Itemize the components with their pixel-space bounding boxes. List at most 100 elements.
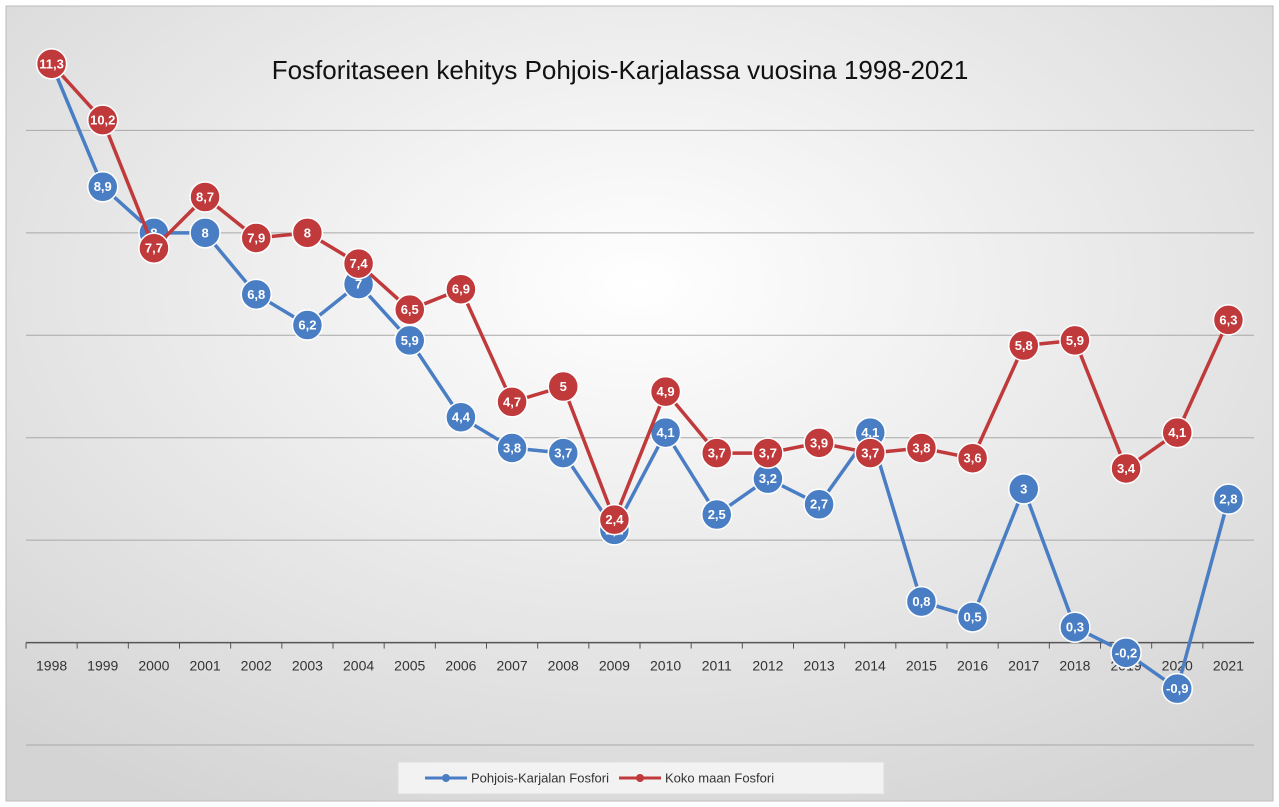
data-label: 3,2 — [759, 471, 777, 486]
data-label: 5,9 — [1066, 333, 1084, 348]
data-point — [496, 432, 528, 464]
data-label: 4,1 — [657, 425, 675, 440]
data-label: 8,9 — [94, 179, 112, 194]
data-point — [1212, 483, 1245, 515]
data-label: 0,3 — [1066, 620, 1084, 635]
legend-marker — [636, 774, 645, 782]
x-tick-label: 2008 — [548, 657, 579, 673]
x-tick-label: 2014 — [855, 657, 886, 673]
data-label: 6,3 — [1219, 312, 1237, 327]
data-label: 4,9 — [657, 384, 675, 399]
data-label: 4,7 — [503, 394, 521, 409]
data-label: 5,9 — [401, 333, 419, 348]
data-label: 3,6 — [964, 451, 982, 466]
x-tick-label: 2013 — [804, 657, 835, 673]
data-point — [905, 585, 938, 618]
legend-label: Koko maan Fosfori — [665, 770, 774, 785]
chart-title: Fosforitaseen kehitys Pohjois-Karjalassa… — [272, 55, 969, 85]
data-point — [189, 181, 221, 213]
data-label: 6,2 — [298, 317, 316, 332]
data-point — [291, 217, 324, 249]
data-label: -0,2 — [1115, 645, 1137, 660]
data-point — [649, 375, 682, 408]
x-tick-label: 2003 — [292, 657, 323, 673]
x-tick-label: 2015 — [906, 657, 937, 673]
data-label: 6,5 — [401, 302, 419, 317]
data-point — [240, 278, 272, 311]
data-point — [1059, 324, 1091, 357]
data-label: 7,4 — [350, 256, 369, 271]
data-label: 4,1 — [1168, 425, 1186, 440]
data-label: 4,4 — [452, 410, 471, 425]
data-point — [394, 293, 426, 326]
data-point — [87, 171, 119, 203]
x-tick-label: 2004 — [343, 657, 374, 673]
x-tick-label: 2021 — [1213, 657, 1244, 673]
data-label: 5,8 — [1015, 338, 1033, 353]
data-label: 3,7 — [759, 446, 777, 461]
chart-background — [5, 5, 1274, 802]
x-tick-label: 2000 — [138, 657, 169, 673]
data-point — [1008, 473, 1040, 505]
data-label: 6,8 — [247, 287, 265, 302]
data-point — [854, 437, 886, 469]
data-point — [240, 222, 272, 254]
data-point — [547, 437, 579, 469]
data-point — [1161, 672, 1193, 705]
x-tick-label: 1999 — [87, 657, 118, 673]
data-label: 3,4 — [1117, 461, 1136, 476]
data-label: 4,1 — [861, 425, 879, 440]
data-point — [496, 386, 528, 418]
data-point — [189, 217, 221, 249]
data-label: 11,3 — [39, 56, 64, 71]
x-tick-label: 2002 — [241, 657, 272, 673]
data-point — [291, 309, 324, 341]
data-point — [803, 427, 835, 459]
data-label: 7 — [355, 277, 362, 292]
data-point — [1110, 452, 1142, 485]
legend-marker — [442, 774, 450, 782]
data-point — [598, 503, 631, 536]
data-point — [87, 104, 119, 136]
data-label: 7,9 — [247, 230, 265, 245]
x-tick-label: 1998 — [36, 657, 67, 673]
data-point — [445, 273, 477, 305]
data-point — [547, 370, 579, 403]
data-label: 3,9 — [810, 435, 828, 450]
data-label: 3,8 — [503, 440, 521, 455]
data-label: 3,7 — [708, 446, 726, 461]
data-point — [342, 247, 375, 280]
data-label: 8 — [201, 225, 208, 240]
data-point — [752, 437, 784, 469]
data-point — [138, 232, 170, 264]
x-tick-label: 2007 — [497, 657, 528, 673]
data-point — [1110, 637, 1142, 669]
data-label: 7,7 — [145, 241, 163, 256]
x-tick-label: 2012 — [752, 657, 783, 673]
x-tick-label: 2016 — [957, 657, 988, 673]
data-point — [701, 437, 733, 469]
data-point — [1161, 416, 1193, 449]
data-label: 0,8 — [912, 594, 930, 609]
data-point — [803, 488, 835, 521]
data-label: 2,5 — [708, 507, 726, 522]
data-point — [956, 601, 989, 633]
data-point — [1212, 304, 1245, 336]
x-tick-label: 2018 — [1059, 657, 1090, 673]
x-tick-label: 2011 — [702, 657, 732, 673]
data-point — [1008, 329, 1040, 362]
x-tick-label: 2001 — [190, 657, 221, 673]
x-tick-label: 2006 — [445, 657, 476, 673]
data-label: -0,9 — [1166, 681, 1188, 696]
x-tick-label: 2017 — [1008, 657, 1039, 673]
data-point — [35, 48, 68, 80]
data-label: 3,8 — [912, 440, 930, 455]
data-label: 8 — [304, 225, 311, 240]
x-tick-label: 2005 — [394, 657, 425, 673]
data-label: 0,5 — [964, 609, 982, 624]
x-tick-label: 2009 — [599, 657, 630, 673]
legend-label: Pohjois-Karjalan Fosfori — [471, 770, 609, 785]
data-label: 2,8 — [1219, 492, 1237, 507]
data-point — [956, 442, 989, 474]
